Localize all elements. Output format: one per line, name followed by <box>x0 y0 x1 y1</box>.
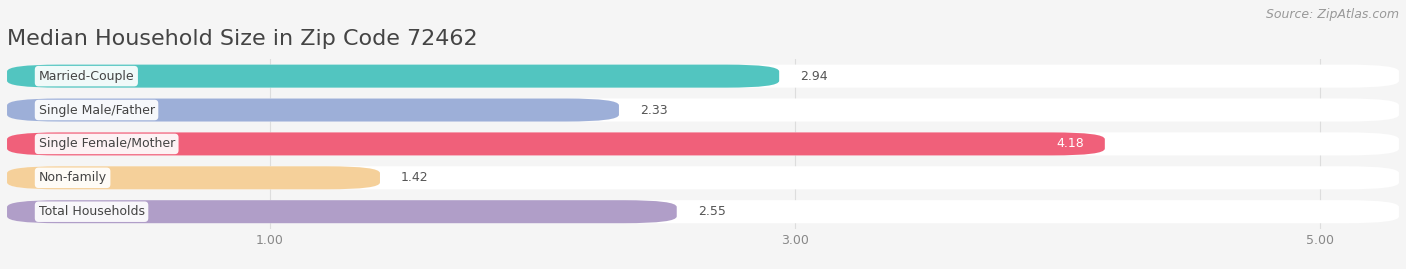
Text: Total Households: Total Households <box>38 205 145 218</box>
Text: Single Male/Father: Single Male/Father <box>38 104 155 116</box>
FancyBboxPatch shape <box>7 166 380 189</box>
FancyBboxPatch shape <box>7 65 779 88</box>
Text: 4.18: 4.18 <box>1056 137 1084 150</box>
FancyBboxPatch shape <box>7 166 1399 189</box>
Text: 1.42: 1.42 <box>401 171 429 184</box>
Text: Median Household Size in Zip Code 72462: Median Household Size in Zip Code 72462 <box>7 29 478 49</box>
Text: Non-family: Non-family <box>38 171 107 184</box>
FancyBboxPatch shape <box>7 98 1399 122</box>
FancyBboxPatch shape <box>7 132 1399 155</box>
Text: 2.33: 2.33 <box>640 104 668 116</box>
Text: 2.55: 2.55 <box>697 205 725 218</box>
FancyBboxPatch shape <box>7 200 1399 223</box>
Text: Single Female/Mother: Single Female/Mother <box>38 137 174 150</box>
FancyBboxPatch shape <box>7 132 1105 155</box>
Text: Source: ZipAtlas.com: Source: ZipAtlas.com <box>1265 8 1399 21</box>
Text: 2.94: 2.94 <box>800 70 828 83</box>
FancyBboxPatch shape <box>7 65 1399 88</box>
Text: Married-Couple: Married-Couple <box>38 70 134 83</box>
FancyBboxPatch shape <box>7 200 676 223</box>
FancyBboxPatch shape <box>7 98 619 122</box>
